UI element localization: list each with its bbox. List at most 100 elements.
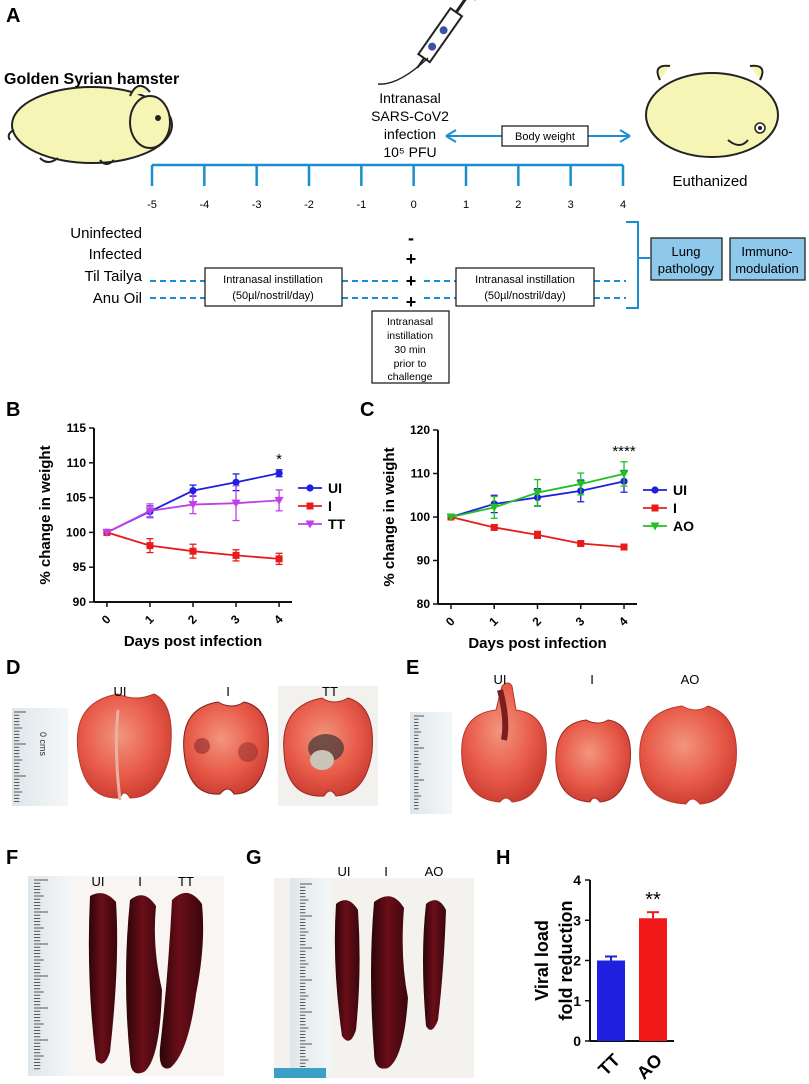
photo-label-d-i: I: [226, 684, 230, 699]
data-point-tt: [274, 496, 284, 505]
svg-text:Intranasal instillation: Intranasal instillation: [475, 274, 575, 286]
svg-text:30 min: 30 min: [394, 344, 426, 356]
panel-label-c: C: [360, 399, 374, 421]
panel-label-b: B: [6, 399, 20, 421]
data-point-i: [577, 540, 585, 548]
y-tick-label: 115: [67, 421, 87, 435]
svg-text:Anu Oil: Anu Oil: [93, 290, 142, 307]
x-tick-label-ao: AO: [633, 1050, 666, 1083]
significance-marker: ****: [612, 443, 636, 460]
data-point-ui: [275, 469, 283, 477]
body-weight-label: Body weight: [515, 131, 575, 143]
svg-text:(50µl/nostril/day): (50µl/nostril/day): [484, 290, 566, 302]
ruler-d: [12, 708, 68, 806]
lung-ui: [76, 693, 172, 799]
svg-text:infection: infection: [384, 126, 436, 142]
syringe-icon: [377, 0, 478, 85]
timeline-tick-label: -3: [252, 199, 262, 211]
timeline-tick-label: -1: [356, 199, 366, 211]
svg-text:0 cms: 0 cms: [38, 732, 48, 757]
data-point-ao: [533, 489, 542, 498]
photo-label-f-ui: UI: [92, 874, 105, 889]
svg-text:+: +: [406, 249, 417, 269]
legend-label-i: I: [673, 500, 677, 516]
lung-ao-ao: [639, 705, 737, 805]
y-tick-label: 105: [66, 491, 86, 505]
svg-text:+: +: [406, 271, 417, 291]
timeline-tick-label: -2: [304, 199, 314, 211]
x-tick-label: 3: [228, 612, 243, 627]
y-tick-label: 100: [410, 510, 430, 524]
legend-marker: [651, 486, 659, 494]
panel-label-h: H: [496, 847, 510, 869]
svg-text:Intranasal instillation: Intranasal instillation: [223, 274, 323, 286]
hamster-title: Golden Syrian hamster: [4, 71, 179, 88]
data-point-i: [490, 523, 498, 531]
spleen-tt: [159, 892, 204, 1069]
panel-label-e: E: [406, 657, 419, 679]
data-point-ao: [446, 513, 456, 522]
x-tick-label: 4: [271, 612, 286, 627]
x-tick-label: 0: [99, 612, 114, 627]
legend-label-tt: TT: [328, 516, 346, 532]
y-tick-label: 1: [573, 993, 581, 1009]
legend-label-ao: AO: [673, 518, 694, 534]
euthanized-label: Euthanized: [672, 173, 747, 190]
weight-chart-ao: 80 90 100 110 120 0 1 2 3 4 Days post infection % c…: [381, 423, 694, 652]
infection-label: Intranasal SARS-CoV2 infection 10⁵ PFU: [371, 90, 449, 160]
instillation-dashed-lines: [150, 280, 626, 299]
y-axis-title: % change in weight: [37, 445, 54, 584]
lung-ao-i: [555, 719, 632, 803]
data-point-i: [275, 555, 283, 563]
x-tick-label: 1: [486, 614, 501, 629]
panel-label-f: F: [6, 847, 18, 869]
timeline-tick-label: 4: [620, 199, 626, 211]
timeline-tick-label: 1: [463, 199, 469, 211]
svg-text:+: +: [406, 292, 417, 312]
svg-text:SARS-CoV2: SARS-CoV2: [371, 108, 449, 124]
data-point-tt: [231, 499, 241, 508]
lung-photos-ao: UI I AO: [410, 672, 738, 814]
body-weight-arrow: Body weight: [445, 125, 631, 147]
y-tick-label: 95: [73, 560, 87, 574]
hamster-left-illustration: [7, 85, 173, 165]
photo-label-f-i: I: [138, 874, 142, 889]
svg-text:challenge: challenge: [388, 371, 433, 383]
photo-label-e-ui: UI: [494, 672, 507, 687]
svg-text:pathology: pathology: [658, 261, 715, 276]
bar-tt: [597, 960, 625, 1041]
lung-ao-ui: [461, 682, 547, 803]
y-tick-label: 4: [573, 872, 581, 888]
outcome-box-immunomodulation: Immuno- modulation: [729, 237, 806, 281]
data-point-ui: [189, 487, 197, 495]
x-tick-label: 2: [529, 614, 544, 629]
spleen-g-ui: [334, 900, 360, 1041]
legend-marker: [306, 502, 314, 510]
timeline-axis: -5 -4 -3 -2 -1 0 1 2 3 4: [147, 163, 626, 211]
panel-label-g: G: [246, 847, 262, 869]
legend-label-ui: UI: [328, 480, 342, 496]
photo-label-d-ui: UI: [114, 684, 127, 699]
photo-label-d-tt: TT: [322, 684, 338, 699]
data-point-i: [232, 551, 240, 559]
y-tick-label: 110: [411, 467, 431, 481]
x-tick-label: 1: [142, 612, 157, 627]
x-tick-label: 4: [616, 614, 631, 629]
instillation-box-left: Intranasal instillation (50µl/nostril/da…: [204, 267, 343, 307]
svg-text:10⁵ PFU: 10⁵ PFU: [383, 144, 436, 160]
photo-label-e-ao: AO: [681, 672, 700, 687]
y-tick-label: 0: [573, 1033, 581, 1049]
photo-label-e-i: I: [590, 672, 594, 687]
data-point-tt: [102, 528, 112, 537]
svg-text:Immuno-: Immuno-: [741, 244, 792, 259]
y-tick-label: 100: [66, 525, 86, 539]
y-axis-title: % change in weight: [381, 447, 398, 586]
prior-instillation-box: Intranasal instillation 30 min prior to …: [371, 310, 450, 384]
lung-i: [183, 701, 269, 795]
x-tick-label: 0: [443, 614, 458, 629]
y-tick-label: 90: [417, 554, 431, 568]
svg-text:Infected: Infected: [89, 246, 142, 263]
panel-label-d: D: [6, 657, 20, 679]
svg-text:instillation: instillation: [387, 330, 433, 342]
